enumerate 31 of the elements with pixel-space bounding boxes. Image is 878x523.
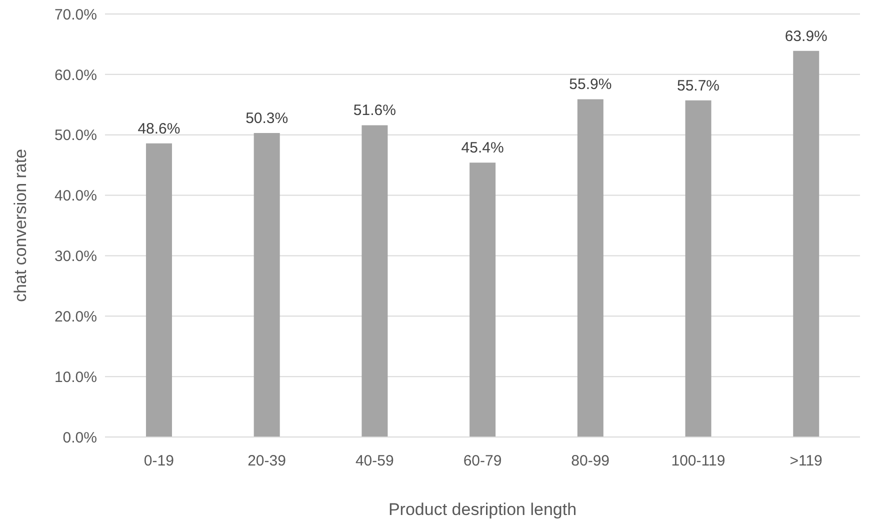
x-tick-label: 80-99 [571,452,610,470]
y-tick-label: 30.0% [54,248,97,266]
bar [793,50,820,437]
x-axis-title: Product desription length [388,500,577,519]
y-tick-label: 0.0% [62,429,97,446]
data-label: 51.6% [353,102,396,120]
data-label: 50.3% [246,110,288,128]
y-tick-label: 40.0% [54,188,97,205]
y-tick-label: 60.0% [54,66,97,84]
x-tick-label: 0-19 [144,452,174,470]
y-axis-title: chat conversion rate [11,148,30,302]
bar [470,162,496,437]
data-label: 63.9% [784,28,828,45]
data-label: 55.7% [677,77,720,94]
y-tick-label: 50.0% [54,127,97,144]
bar [146,143,172,437]
y-tick-label: 10.0% [54,368,97,386]
data-label: 45.4% [461,140,504,157]
x-tick-label: 100-119 [671,452,726,470]
bar [685,100,712,437]
bar [362,125,388,437]
x-tick-label: 40-59 [355,452,394,470]
x-tick-label: >119 [790,452,822,470]
y-tick-label: 70.0% [54,6,97,24]
x-tick-label: 20-39 [248,452,286,470]
bar [577,99,604,437]
data-label: 48.6% [138,120,180,138]
y-tick-label: 20.0% [54,308,97,326]
x-tick-label: 60-79 [463,452,502,470]
data-label: 55.9% [569,76,612,94]
bar [254,133,280,437]
